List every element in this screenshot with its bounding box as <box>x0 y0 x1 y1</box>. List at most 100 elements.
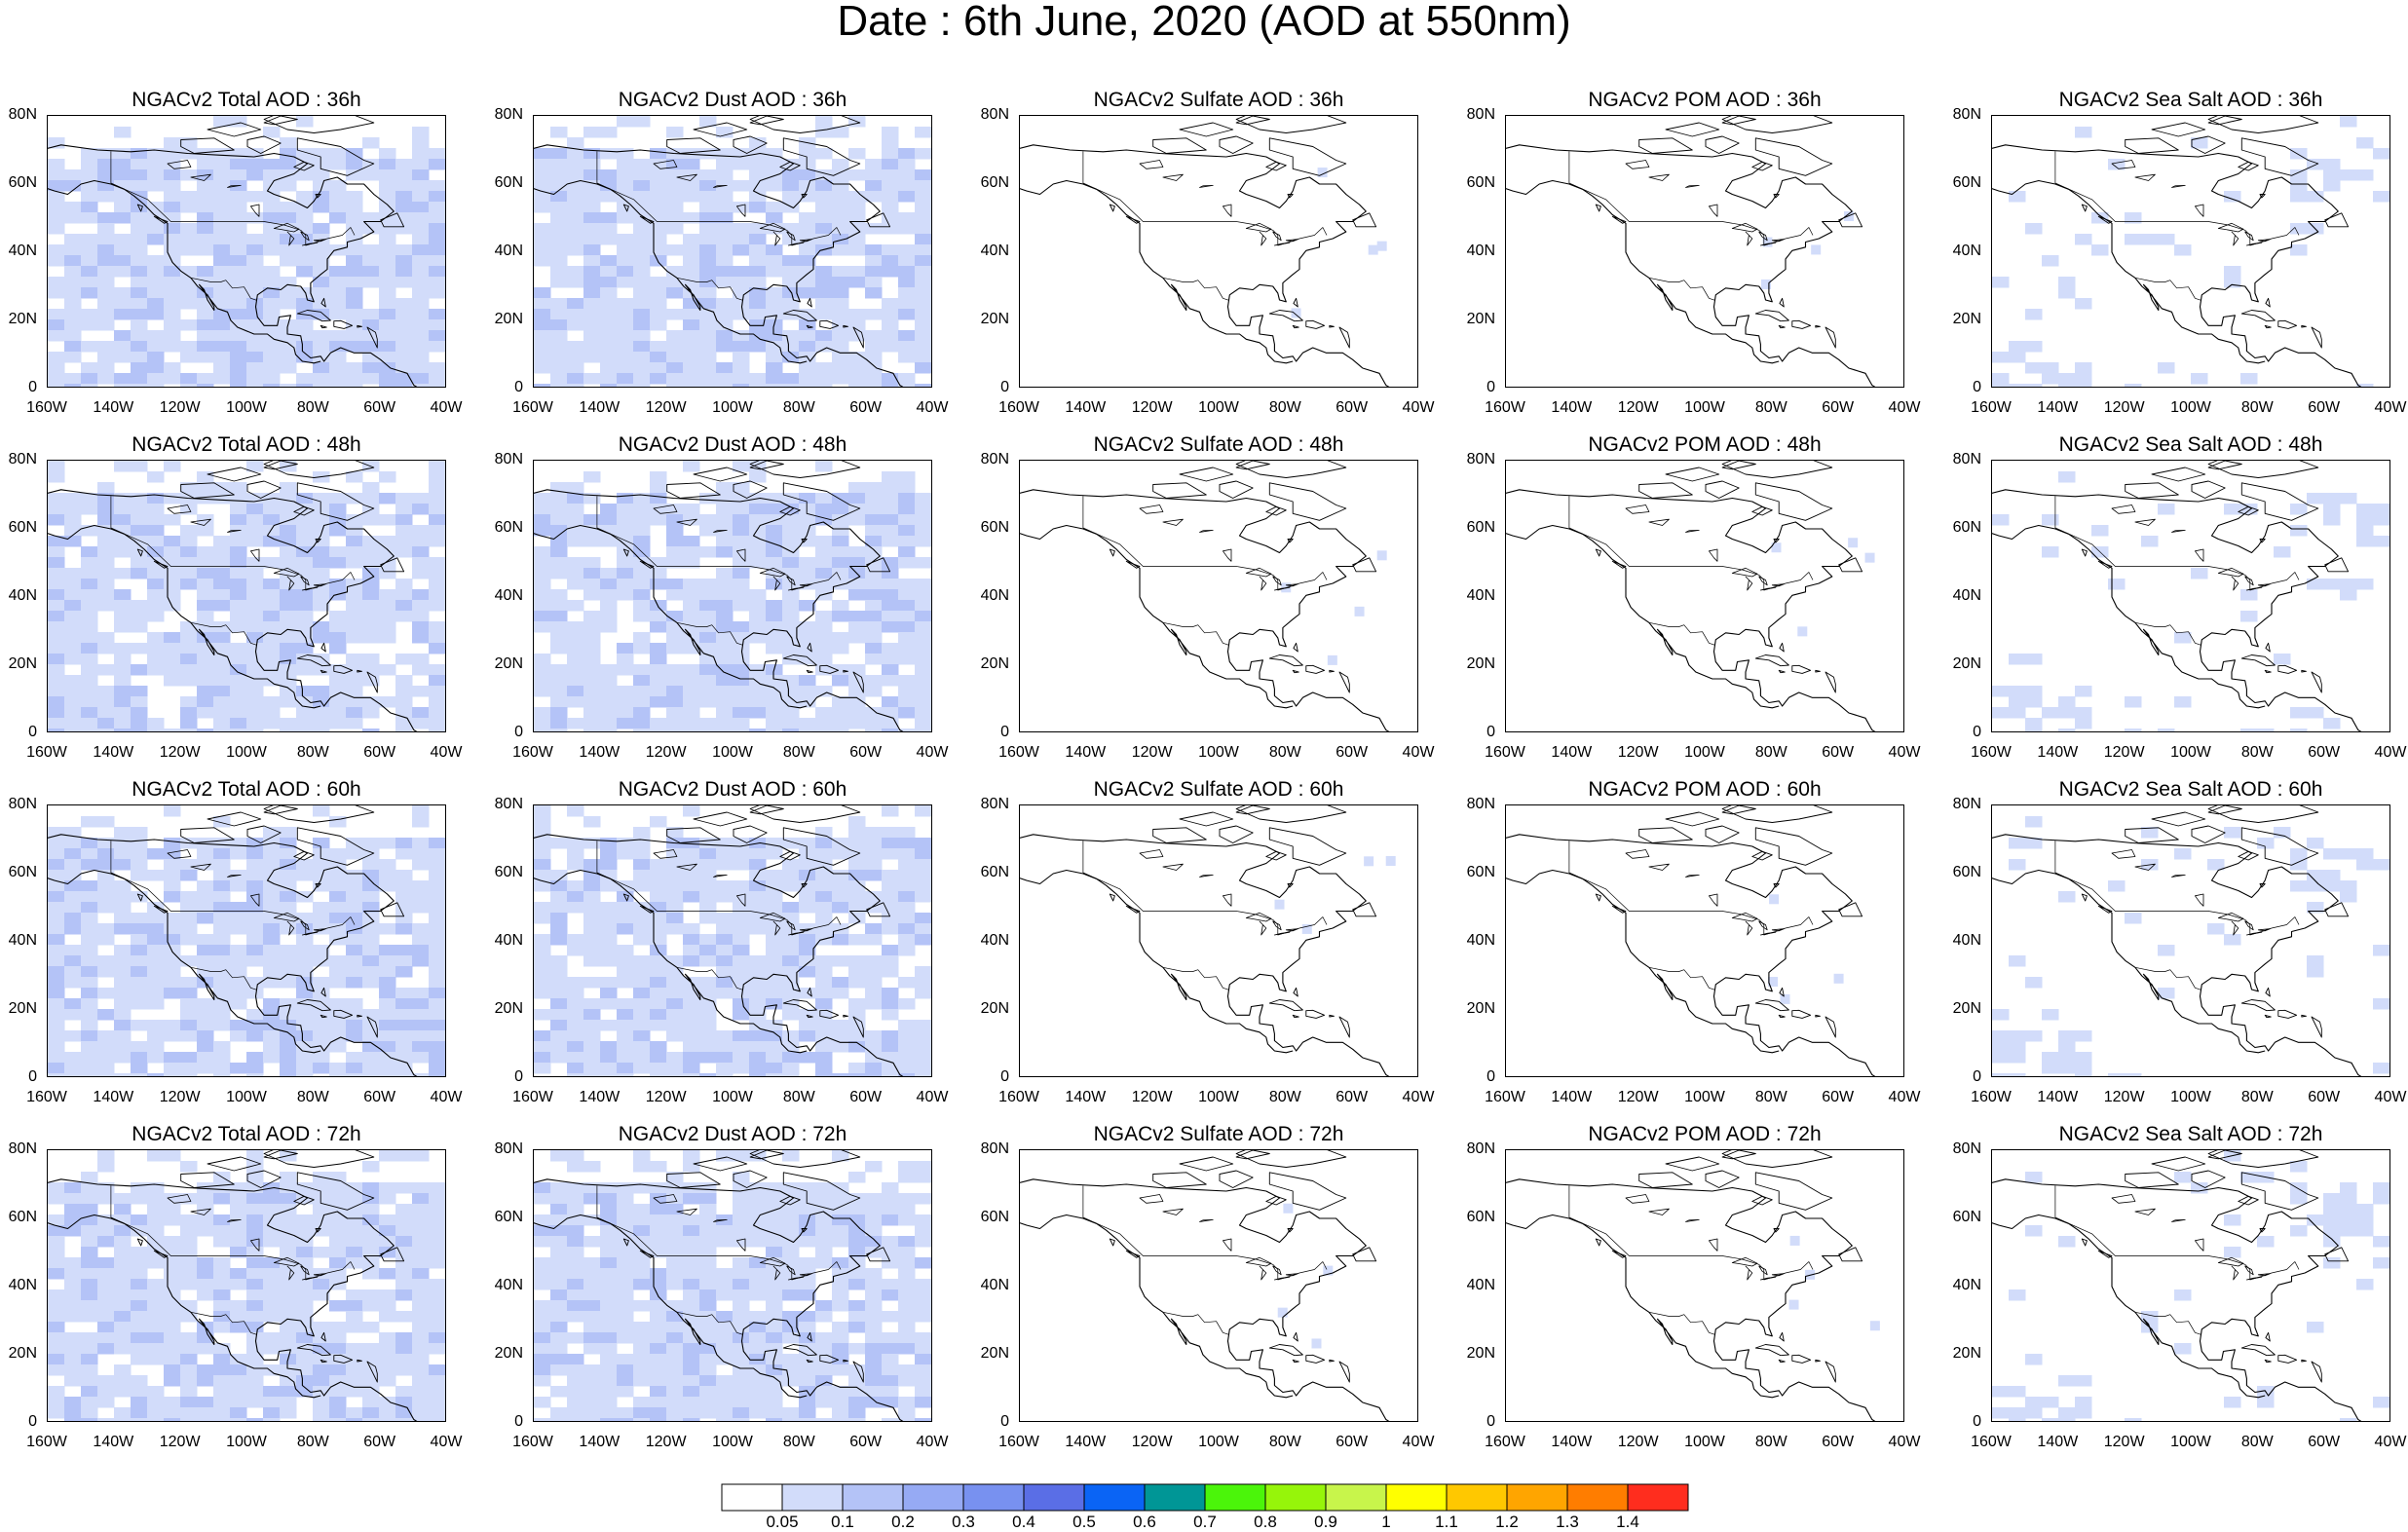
aod-cell <box>749 696 767 708</box>
aod-cell <box>2373 504 2390 515</box>
aod-cell <box>2009 341 2026 353</box>
lat-tick-label: 60N <box>951 864 1009 881</box>
aod-cell <box>799 1311 816 1323</box>
aod-cell <box>445 945 446 956</box>
aod-cell <box>180 1375 198 1387</box>
aod-cell <box>64 352 82 363</box>
aod-cell <box>445 827 446 839</box>
aod-cell <box>313 1279 330 1290</box>
aod-cell <box>164 1150 181 1162</box>
aod-cell <box>766 902 783 914</box>
aod-cell <box>346 1354 363 1365</box>
aod-cell <box>2290 880 2308 892</box>
aod-cell <box>2091 525 2109 537</box>
aod-cell <box>617 319 634 331</box>
aod-cell <box>699 838 717 849</box>
aod-cell <box>213 686 231 697</box>
aod-cell <box>246 579 264 590</box>
aod-cell <box>583 341 601 353</box>
aod-cell <box>699 686 717 697</box>
aod-cell <box>445 579 446 590</box>
aod-cell <box>865 718 883 729</box>
aod-cell <box>848 934 866 946</box>
aod-cell <box>1992 686 2010 697</box>
aod-cell <box>650 1279 667 1290</box>
aod-cell <box>429 664 446 676</box>
lat-tick-label: 80N <box>0 451 37 468</box>
aod-cell <box>263 579 281 590</box>
lon-tick-label: 40W <box>417 399 475 417</box>
aod-cell <box>329 191 347 203</box>
aod-cell <box>699 945 717 956</box>
lon-tick-label: 120W <box>637 399 696 417</box>
aod-cell <box>931 1214 932 1226</box>
aod-cell <box>567 600 584 612</box>
aod-cell <box>445 319 446 331</box>
aod-cell <box>567 902 584 914</box>
aod-cell <box>164 1257 181 1269</box>
lon-tick-label: 140W <box>1542 1089 1600 1106</box>
aod-cell <box>815 1364 833 1376</box>
aod-cell <box>296 718 314 729</box>
aod-cell <box>246 880 264 892</box>
aod-cell <box>882 384 899 388</box>
aod-cell <box>882 891 899 903</box>
aod-cell <box>412 664 430 676</box>
aod-cell <box>329 148 347 160</box>
aod-cell <box>81 729 98 732</box>
aod-cell <box>197 600 214 612</box>
aod-cell <box>865 1063 883 1074</box>
aod-cell <box>699 977 717 989</box>
aod-cell <box>915 600 932 612</box>
aod-cell <box>766 998 783 1010</box>
aod-cell <box>445 1204 446 1215</box>
aod-cell <box>600 1407 618 1419</box>
lon-tick-label: 160W <box>990 1089 1048 1106</box>
aod-cell <box>898 373 916 385</box>
aod-cell <box>567 621 584 633</box>
aod-cell <box>131 600 148 612</box>
aod-cell <box>97 212 115 224</box>
aod-cell <box>395 1343 413 1355</box>
aod-cell <box>567 159 584 170</box>
aod-cell <box>230 1418 247 1422</box>
aod-cell <box>931 1279 932 1290</box>
aod-cell <box>81 287 98 299</box>
aod-cell <box>379 255 396 267</box>
aod-cell <box>246 934 264 946</box>
aod-cell <box>782 557 800 569</box>
aod-cell <box>716 1052 734 1064</box>
aod-cell <box>716 373 734 385</box>
aod-cell <box>633 319 651 331</box>
aod-cell <box>534 816 551 828</box>
aod-cell <box>600 1182 618 1194</box>
map-canvas <box>1992 461 2390 732</box>
aod-cell <box>766 1204 783 1215</box>
aod-cell <box>832 504 849 515</box>
aod-cell <box>48 352 65 363</box>
lake-outline <box>1163 174 1184 180</box>
aod-cell <box>263 696 281 708</box>
aod-cell <box>865 686 883 697</box>
aod-cell <box>131 1073 148 1077</box>
aod-cell <box>180 579 198 590</box>
aod-cell <box>782 1204 800 1215</box>
aod-cell <box>699 1354 717 1365</box>
aod-cell <box>329 913 347 924</box>
aod-cell <box>666 686 684 697</box>
island-outline <box>1180 812 1233 826</box>
aod-cell <box>379 471 396 483</box>
aod-cell <box>898 880 916 892</box>
island-outline <box>2241 311 2275 321</box>
lat-tick-label: 80N <box>1437 106 1495 124</box>
aod-cell <box>429 838 446 849</box>
aod-cell <box>114 1268 132 1280</box>
aod-cell <box>749 848 767 860</box>
aod-cell <box>114 1030 132 1042</box>
aod-cell <box>766 493 783 504</box>
aod-cell <box>898 309 916 320</box>
aod-cell <box>313 384 330 388</box>
aod-cell <box>666 546 684 558</box>
island-outline <box>2302 670 2307 672</box>
aod-cell <box>534 913 551 924</box>
